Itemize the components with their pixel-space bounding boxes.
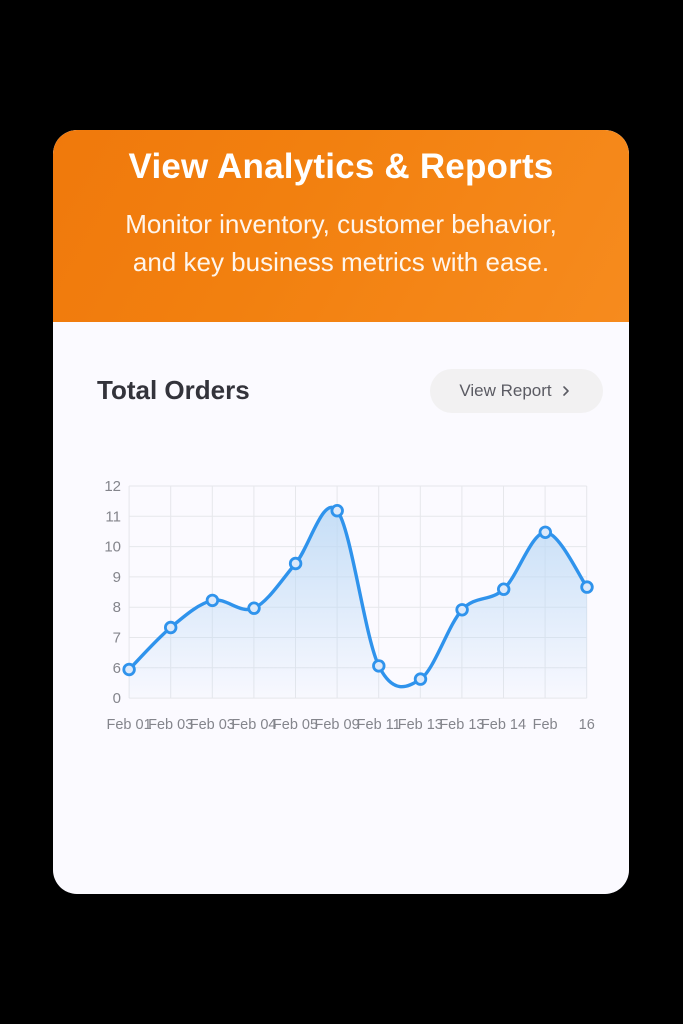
svg-text:Feb 11: Feb 11 [357, 717, 401, 733]
svg-text:Feb 04: Feb 04 [231, 717, 276, 733]
svg-text:Feb: Feb [533, 717, 558, 733]
svg-text:Feb 14: Feb 14 [481, 717, 526, 733]
svg-text:7: 7 [113, 630, 121, 647]
svg-text:6: 6 [113, 660, 121, 677]
svg-text:11: 11 [105, 508, 121, 525]
svg-text:Feb 01: Feb 01 [107, 717, 152, 733]
svg-text:16: 16 [579, 717, 595, 733]
svg-text:Feb 05: Feb 05 [273, 717, 318, 733]
svg-text:10: 10 [104, 539, 121, 556]
svg-text:Feb 09: Feb 09 [315, 717, 360, 733]
svg-text:Feb 03: Feb 03 [190, 717, 235, 733]
svg-text:Feb 13: Feb 13 [439, 717, 484, 733]
svg-text:0: 0 [113, 690, 121, 707]
svg-text:8: 8 [113, 599, 121, 616]
svg-text:9: 9 [113, 569, 121, 586]
svg-text:12: 12 [104, 480, 121, 495]
svg-text:Feb 13: Feb 13 [398, 717, 443, 733]
svg-text:Feb 03: Feb 03 [148, 717, 193, 733]
